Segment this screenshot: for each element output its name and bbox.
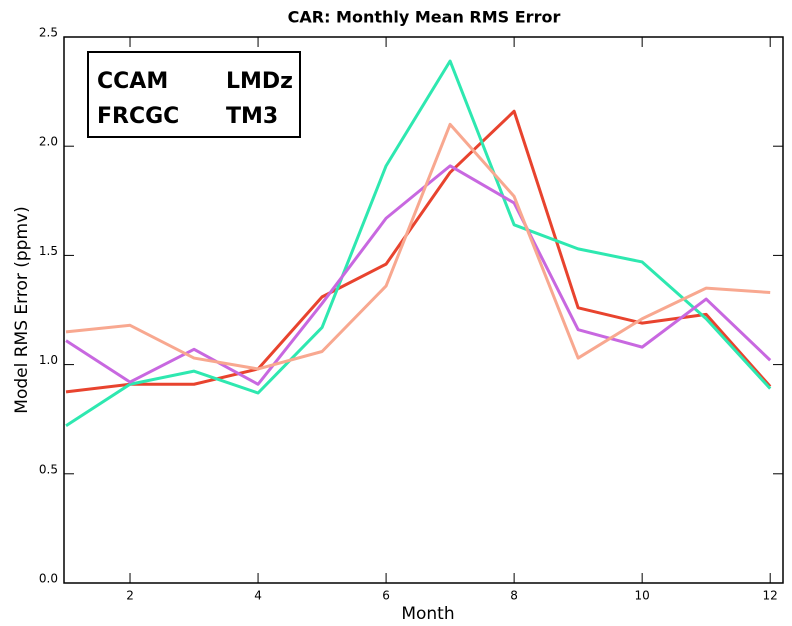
series-line bbox=[65, 164, 772, 386]
legend-label: FRCGC bbox=[97, 104, 179, 129]
y-tick-label: 0.0 bbox=[39, 572, 58, 586]
y-tick-label: 1.5 bbox=[39, 244, 58, 258]
legend-label: LMDz bbox=[226, 69, 293, 94]
plot-frame bbox=[63, 36, 784, 584]
x-tick-label: 6 bbox=[382, 589, 390, 603]
legend-label: CCAM bbox=[97, 69, 168, 94]
series-line bbox=[65, 59, 772, 428]
y-axis-label: Model RMS Error (ppmv) bbox=[12, 206, 32, 413]
x-tick-label: 12 bbox=[763, 589, 778, 603]
y-tick-label: 2.5 bbox=[39, 26, 58, 40]
x-axis-label: Month bbox=[401, 604, 454, 624]
legend-box bbox=[87, 51, 301, 138]
y-tick-label: 1.0 bbox=[39, 353, 58, 367]
y-tick-label: 2.0 bbox=[39, 135, 58, 149]
series-line bbox=[65, 109, 772, 394]
chart-title: CAR: Monthly Mean RMS Error bbox=[288, 8, 561, 27]
x-tick-label: 10 bbox=[635, 589, 650, 603]
legend-label: TM3 bbox=[226, 104, 278, 129]
y-tick-label: 0.5 bbox=[39, 462, 58, 476]
x-tick-label: 4 bbox=[254, 589, 262, 603]
series-line bbox=[65, 122, 771, 371]
x-tick-label: 8 bbox=[510, 589, 518, 603]
x-tick-label: 2 bbox=[126, 589, 134, 603]
